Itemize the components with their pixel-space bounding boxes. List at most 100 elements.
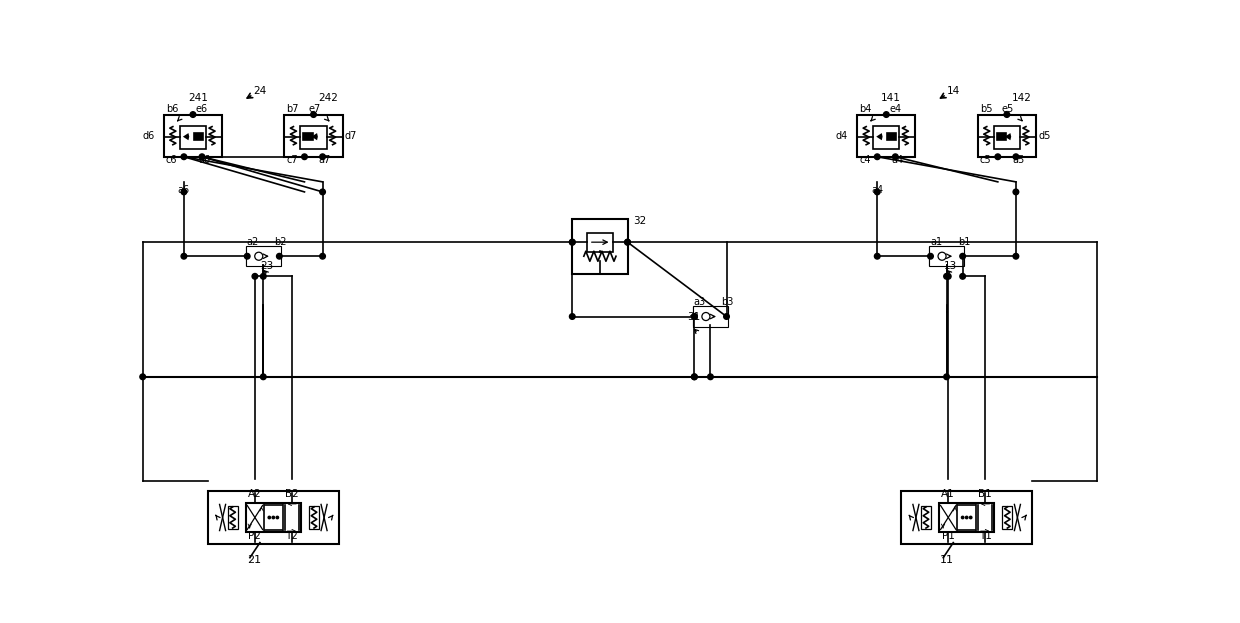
Circle shape xyxy=(181,189,187,195)
Circle shape xyxy=(944,374,950,379)
Circle shape xyxy=(692,314,697,320)
Bar xyxy=(180,126,206,149)
Circle shape xyxy=(960,273,966,279)
Text: e5: e5 xyxy=(1002,104,1014,114)
Circle shape xyxy=(708,374,713,379)
Bar xyxy=(873,126,899,149)
Circle shape xyxy=(569,239,575,245)
Circle shape xyxy=(268,516,270,519)
Circle shape xyxy=(190,112,196,117)
Circle shape xyxy=(244,254,250,259)
Circle shape xyxy=(181,254,187,259)
Circle shape xyxy=(970,516,972,519)
Text: a7: a7 xyxy=(319,155,331,165)
Circle shape xyxy=(569,239,575,245)
Circle shape xyxy=(945,273,951,279)
Circle shape xyxy=(252,273,258,279)
Text: e7: e7 xyxy=(309,104,321,114)
Circle shape xyxy=(311,112,316,117)
Circle shape xyxy=(1013,189,1019,195)
Text: 24: 24 xyxy=(253,87,267,97)
Bar xyxy=(247,248,279,265)
Text: b3: b3 xyxy=(722,297,734,308)
Text: 21: 21 xyxy=(247,554,260,564)
Text: a5: a5 xyxy=(1012,155,1024,165)
Circle shape xyxy=(1004,112,1009,117)
Circle shape xyxy=(883,112,889,117)
Circle shape xyxy=(260,273,267,279)
Bar xyxy=(997,133,1006,140)
Text: b4: b4 xyxy=(859,104,872,114)
Circle shape xyxy=(944,273,950,279)
Text: 142: 142 xyxy=(1012,93,1032,103)
Text: e6: e6 xyxy=(196,104,208,114)
Circle shape xyxy=(961,516,963,519)
Text: 14: 14 xyxy=(946,87,960,97)
Text: 11: 11 xyxy=(940,554,955,564)
Circle shape xyxy=(1013,254,1019,259)
Text: c4: c4 xyxy=(859,155,870,165)
Bar xyxy=(573,219,627,274)
Circle shape xyxy=(960,254,966,259)
Text: b7: b7 xyxy=(286,104,299,114)
Polygon shape xyxy=(1004,133,1011,140)
Circle shape xyxy=(966,516,968,519)
Circle shape xyxy=(692,314,697,320)
Circle shape xyxy=(893,154,898,159)
Circle shape xyxy=(140,374,145,379)
Text: 32: 32 xyxy=(634,216,646,226)
Text: a6: a6 xyxy=(177,185,190,195)
Circle shape xyxy=(1013,154,1019,159)
Polygon shape xyxy=(311,133,317,140)
Text: T2: T2 xyxy=(285,531,298,541)
Circle shape xyxy=(937,252,946,260)
Text: d5: d5 xyxy=(1038,131,1050,141)
Bar xyxy=(857,115,915,157)
Bar xyxy=(587,232,613,252)
Text: e4: e4 xyxy=(889,104,901,114)
Circle shape xyxy=(724,314,729,320)
Circle shape xyxy=(569,314,575,320)
Bar xyxy=(300,126,326,149)
Text: 141: 141 xyxy=(882,93,901,103)
Text: c7: c7 xyxy=(286,155,298,165)
Circle shape xyxy=(277,254,283,259)
Bar xyxy=(246,246,281,266)
Text: d4: d4 xyxy=(836,131,848,141)
Bar xyxy=(939,503,994,531)
Text: A1: A1 xyxy=(941,489,955,499)
Circle shape xyxy=(874,154,880,159)
Text: d6: d6 xyxy=(143,131,155,141)
Text: A2: A2 xyxy=(248,489,262,499)
Bar xyxy=(921,506,931,529)
Bar xyxy=(164,115,222,157)
Text: 31: 31 xyxy=(687,312,701,321)
Text: a2: a2 xyxy=(247,237,259,247)
Text: b5: b5 xyxy=(980,104,992,114)
Text: c5: c5 xyxy=(980,155,991,165)
Bar xyxy=(246,503,301,531)
Circle shape xyxy=(874,254,880,259)
Circle shape xyxy=(272,516,274,519)
Circle shape xyxy=(320,154,325,159)
Circle shape xyxy=(320,254,325,259)
Text: a6: a6 xyxy=(198,155,210,165)
Text: B2: B2 xyxy=(285,489,299,499)
Text: b1: b1 xyxy=(957,237,970,247)
Bar xyxy=(929,246,965,266)
Circle shape xyxy=(254,252,263,260)
Circle shape xyxy=(702,313,711,321)
Circle shape xyxy=(625,239,630,245)
Text: a3: a3 xyxy=(694,297,706,308)
Bar xyxy=(284,115,342,157)
Bar xyxy=(693,307,728,326)
Text: B1: B1 xyxy=(978,489,992,499)
Bar xyxy=(930,248,962,265)
Bar xyxy=(304,133,312,140)
Text: 242: 242 xyxy=(319,93,339,103)
Text: P1: P1 xyxy=(942,531,955,541)
Text: c6: c6 xyxy=(166,155,177,165)
Bar xyxy=(193,133,203,140)
Circle shape xyxy=(928,254,934,259)
Bar xyxy=(309,506,319,529)
